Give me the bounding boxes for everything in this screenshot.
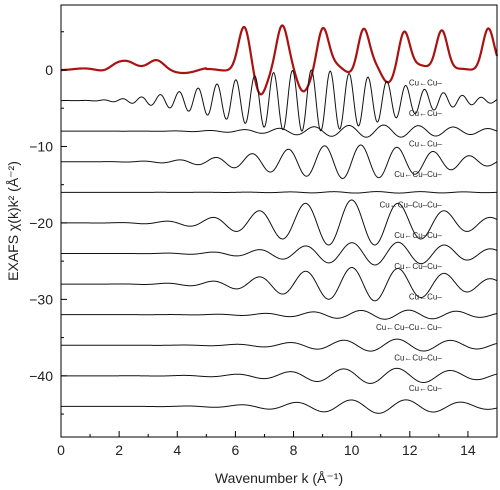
plot-frame [60,4,498,438]
path-line-3 [61,144,498,179]
x-axis-label: Wavenumber k (Å⁻¹) [215,470,343,486]
y-tick-label: −40 [29,368,53,384]
path-label-5: Cu←Cu–Cu–Cu– [380,201,443,210]
x-tick-label: 12 [402,442,418,458]
y-tick-label: −30 [29,291,53,307]
x-tick-label: 0 [57,442,65,458]
path-line-6 [61,241,498,266]
y-tick-label: −10 [29,138,53,154]
x-tick-label: 2 [115,442,123,458]
total-signal-line [61,24,499,96]
path-line-5 [61,199,498,246]
y-tick-label: 0 [45,62,53,78]
path-line-11 [61,399,498,414]
path-label-2: Cu←Cu– [409,109,442,118]
x-tick-label: 6 [232,442,240,458]
path-label-7: Cu←Cu–Cu– [394,262,442,271]
axis-ticks: 0 2 4 6 8 10 12 14 0 −10 −20 −30 −40 [29,31,476,458]
path-labels: Cu←Cu–Cu←Cu–Cu←Cu–Cu←Cu–Cu–Cu←Cu–Cu–Cu–C… [376,78,442,393]
path-line-1 [60,69,498,132]
path-line-9 [61,338,498,352]
path-label-8: Cu←Cu– [409,292,442,301]
path-label-3: Cu←Cu– [409,139,442,148]
path-label-4: Cu←Cu–Cu– [394,170,442,179]
y-tick-label: −20 [29,215,53,231]
path-line-2 [61,124,498,138]
path-label-1: Cu←Cu– [409,78,442,87]
series-lines [60,24,499,414]
path-label-6: Cu←Cu–Cu– [394,231,442,240]
x-tick-label: 4 [173,442,181,458]
path-line-4 [61,191,498,194]
path-label-9: Cu←Cu–Cu←Cu– [376,323,442,332]
x-tick-label: 10 [344,442,360,458]
x-tick-label: 8 [290,442,298,458]
path-line-7 [61,267,498,302]
x-tick-label: 14 [460,442,476,458]
path-line-8 [61,309,498,320]
y-axis-label: EXAFS χ(k)k² (Å⁻²) [5,161,21,281]
path-label-10: Cu←Cu–Cu– [394,354,442,363]
path-label-11: Cu←Cu– [409,384,442,393]
path-line-10 [61,367,498,384]
